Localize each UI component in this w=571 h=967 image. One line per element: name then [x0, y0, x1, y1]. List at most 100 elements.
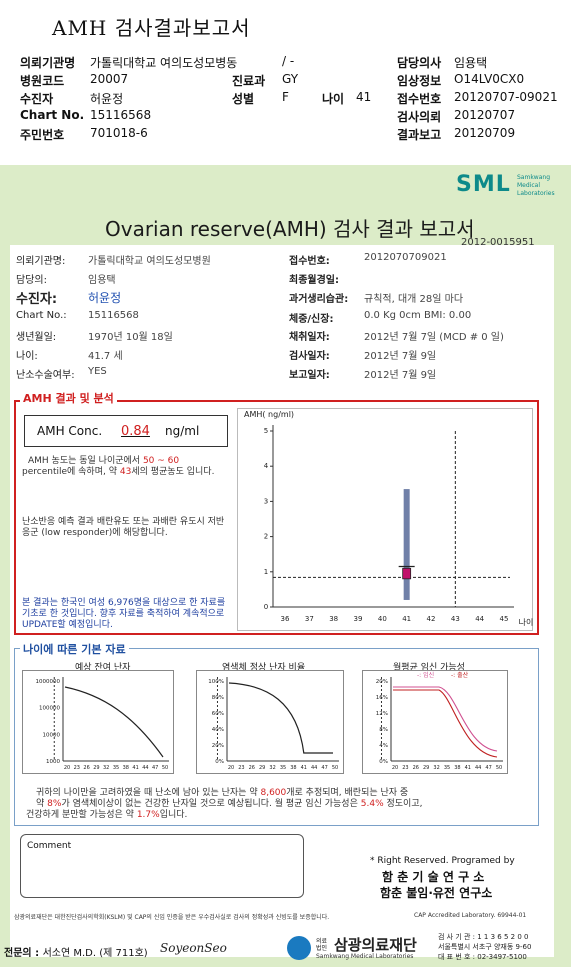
x-tick-label: 35 [113, 765, 119, 771]
org-prefix: 의료법인 [316, 938, 328, 952]
delivery-curve [393, 689, 498, 758]
age-desc-k: 입니다. [159, 810, 188, 820]
header-label: 나이 [322, 92, 345, 106]
header-label: 임상정보 [397, 74, 442, 88]
info-label: 보고일자: [289, 370, 330, 381]
doctor-signature: SoyeonSeo [160, 941, 227, 955]
rights-institute: 함춘 불임·유전 연구소 [380, 886, 493, 900]
decline-curve [64, 686, 164, 758]
y-tick-label: 0% [379, 759, 388, 765]
legend-item: -: 임신 [417, 671, 434, 679]
mini-chart-1: 1000000 100000 10000 1000 20 23 26 29 32 35 38 41 44… [22, 670, 174, 774]
cert-text: 삼광의료재단은 대한진단검사의학회(KSLM) 및 CAP의 신임 인증을 받은… [14, 914, 330, 921]
x-tick-label: 26 [83, 765, 89, 771]
header-value: 허윤정 [90, 92, 124, 106]
info-value: 가톨릭대학교 여의도성모병원 [88, 256, 211, 267]
org-name: 삼광의료재단 [334, 936, 417, 954]
info-value: 허윤정 [88, 291, 122, 305]
x-tick-label: 26 [249, 765, 255, 771]
info-label: 최종월경일: [289, 275, 339, 286]
amh-section-label: AMH 결과 및 분석 [20, 390, 117, 406]
x-tick-label: 47 [152, 765, 158, 771]
header-label: 병원코드 [20, 74, 65, 88]
info-value: YES [88, 366, 107, 377]
info-label: Chart No.: [16, 310, 67, 321]
y-tick-label: 100000 [39, 706, 60, 712]
age-desc-c: 개로 추정되며, 배란되는 난자 중 [286, 788, 409, 798]
info-value: 1970년 10월 18일 [88, 332, 173, 343]
x-tick-label: 29 [259, 765, 265, 771]
amh-percentile: 50 ~ 60 [142, 456, 180, 466]
info-label: 체중/신장: [289, 314, 334, 325]
x-tick-label: 43 [451, 615, 460, 623]
x-tick-label: 32 [269, 765, 275, 771]
age-desc-f: 가 염색체이상이 없는 건강한 난자일 것으로 예상됩니다. 월 평균 임신 가… [61, 799, 358, 809]
x-tick-label: 38 [123, 765, 129, 771]
legend-item: -: 출산 [451, 671, 469, 679]
info-label: 검사일자: [289, 351, 330, 362]
doctor-line: 전문의 : 서소연 M.D. (제 711호) [4, 944, 148, 959]
x-tick-label: 44 [475, 615, 484, 623]
x-tick-label: 32 [103, 765, 109, 771]
y-tick-label: 2 [264, 533, 268, 541]
age-desc-d: 약 [36, 799, 45, 809]
comment-box: Comment [20, 834, 304, 898]
mini-chart-3-title: 월평균 임신 가능성 [393, 663, 465, 673]
doctor-name: 서소연 M.D. (제 711호) [42, 948, 148, 959]
y-tick-label: 8% [379, 727, 388, 733]
header-value: 20120709 [454, 126, 516, 140]
y-tick-label: 100% [208, 679, 224, 685]
info-label: 나이: [16, 351, 38, 362]
y-tick-label: 10000 [43, 732, 61, 738]
header-value: 20007 [90, 72, 129, 86]
x-tick-label: 44 [475, 765, 481, 771]
x-tick-label: 41 [465, 765, 471, 771]
report-title: Ovarian reserve(AMH) 검사 결과 보고서 [105, 217, 475, 241]
info-label: 생년월일: [16, 332, 57, 343]
age-desc-a: 귀하의 나이만을 고려하였을 때 난소에 남아 있는 난자는 약 [36, 788, 258, 798]
info-label: 수진자: [16, 292, 58, 307]
header-label: 성별 [232, 92, 255, 106]
y-tick-label: 4% [379, 743, 388, 749]
amh-conc-label: AMH Conc. [37, 424, 103, 438]
age-data-box [14, 648, 539, 826]
sml-logo: SML [456, 172, 511, 197]
phone: 대 표 번 호 : 02-3497-5100 [438, 953, 527, 961]
y-tick-label: 4 [264, 462, 269, 470]
x-tick-label: 32 [433, 765, 439, 771]
address: 서울특별시 서초구 양재동 9-60 [438, 943, 532, 951]
amh-box-chart: AMH( ng/ml) 0 1 2 3 4 5 36 37 38 39 40 41 42 43 44 45 나이 [237, 408, 533, 631]
header-value: 15116568 [90, 108, 152, 122]
comment-label: Comment [27, 841, 72, 851]
x-tick-label: 29 [93, 765, 99, 771]
x-tick-label: 35 [280, 765, 286, 771]
header-label: 수진자 [20, 92, 54, 106]
header-value: 20120707 [454, 108, 516, 122]
x-tick-label: 50 [162, 765, 168, 771]
info-value: 2012년 7월 9일 [364, 351, 437, 362]
info-value: 2012년 7월 7일 (MCD # 0 일) [364, 332, 504, 343]
x-tick-label: 36 [281, 615, 290, 623]
age-summary-text: 귀하의 나이만을 고려하였을 때 난소에 남아 있는 난자는 약 8,600개로… [26, 788, 532, 821]
x-tick-label: 26 [413, 765, 419, 771]
age-desc-i: 건강하게 분만할 가능성은 약 [26, 810, 134, 820]
report-header-title: AMH 검사결과보고서 [52, 16, 251, 40]
x-tick-label: 20 [392, 765, 398, 771]
sml-seal-icon [287, 936, 311, 960]
rights-line: * Right Reserved. Programed by [370, 856, 515, 866]
info-label: 의뢰기관명: [16, 256, 66, 267]
amh-response-text: 난소반응 예측 결과 배란유도 또는 과배란 유도시 저반응군 (low res… [22, 517, 225, 538]
x-tick-label: 39 [354, 615, 363, 623]
x-tick-label: 20 [228, 765, 234, 771]
iqr-box [402, 567, 412, 580]
amh-conc-box: AMH Conc. 0.84 ng/ml [24, 415, 228, 447]
x-tick-label: 38 [290, 765, 296, 771]
info-value: 0.0 Kg 0cm BMI: 0.00 [364, 310, 472, 321]
header-value: 임용택 [454, 56, 488, 70]
header-label: 담당의사 [397, 56, 442, 70]
x-axis-label: 나이 [519, 617, 534, 627]
x-tick-label: 47 [485, 765, 491, 771]
x-tick-label: 35 [444, 765, 450, 771]
